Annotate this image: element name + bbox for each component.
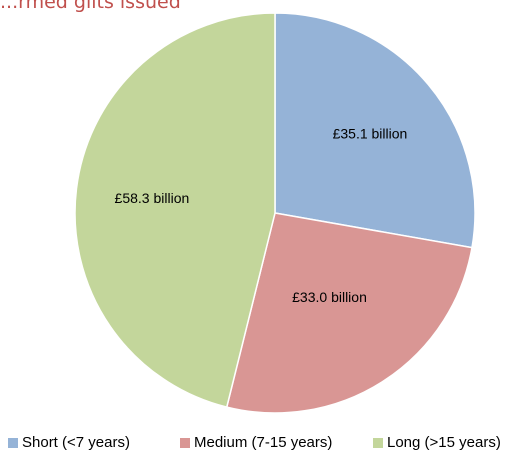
data-label-long: £58.3 billion	[115, 190, 190, 206]
legend-label-short: Short (<7 years)	[22, 434, 130, 451]
legend: Short (<7 years) Medium (7-15 years) Lon…	[0, 434, 532, 454]
legend-item-medium: Medium (7-15 years)	[180, 434, 332, 451]
pie-slice-short	[274, 12, 476, 249]
legend-swatch-medium	[180, 437, 190, 448]
chart-title: ...rmed gilts issued	[0, 0, 181, 13]
data-label-short: £35.1 billion	[333, 125, 408, 141]
legend-label-medium: Medium (7-15 years)	[194, 434, 333, 451]
pie-slice-medium	[225, 212, 473, 414]
legend-item-short: Short (<7 years)	[8, 434, 130, 451]
pie-slice-long	[74, 12, 276, 409]
legend-swatch-long	[373, 437, 383, 448]
data-label-medium: £33.0 billion	[292, 289, 367, 305]
legend-item-long: Long (>15 years)	[373, 434, 501, 451]
legend-label-long: Long (>15 years)	[387, 434, 501, 451]
legend-swatch-short	[8, 437, 18, 448]
